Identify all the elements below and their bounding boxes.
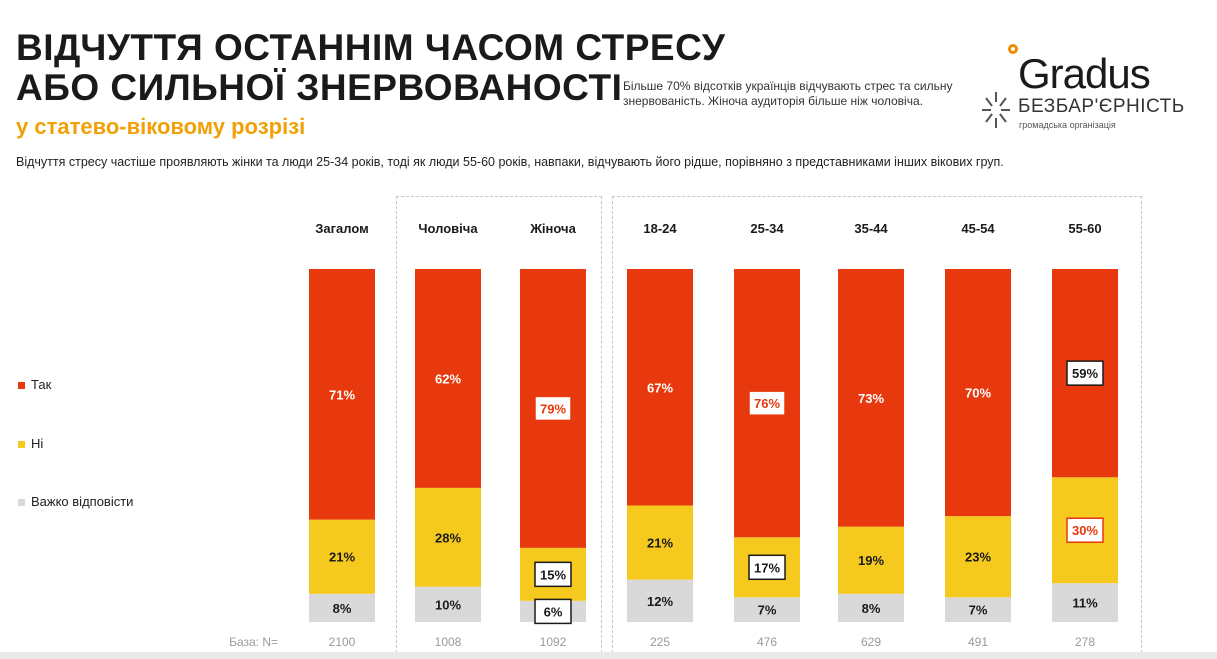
bar-segment-ні-чоловіча <box>415 487 481 587</box>
bottom-strip <box>0 652 1217 659</box>
data-label-ні-25-34: 17% <box>754 560 780 575</box>
base-n-25-34: 476 <box>757 635 777 649</box>
bar-segment-так-45-54 <box>945 269 1011 517</box>
data-label-важко-відповісти-35-44: 8% <box>862 601 881 616</box>
category-label-жіноча: Жіноча <box>529 221 576 236</box>
base-n-45-54: 491 <box>968 635 988 649</box>
data-label-так-загалом: 71% <box>329 387 355 402</box>
category-label-45-54: 45-54 <box>961 221 995 236</box>
base-n-55-60: 278 <box>1075 635 1095 649</box>
bar-segment-важко-відповісти-25-34 <box>734 597 800 622</box>
highlight-box-так-жіноча <box>534 395 572 422</box>
data-label-так-чоловіча: 62% <box>435 371 461 386</box>
page-subtitle: у статево-віковому розрізі <box>16 114 306 139</box>
data-label-так-жіноча: 79% <box>540 401 566 416</box>
title-line-2: АБО СИЛЬНОЇ ЗНЕРВОВАНОСТІ <box>16 67 623 108</box>
lead-text: Відчуття стресу частіше проявляють жінки… <box>16 155 1004 169</box>
highlight-box-ні-25-34 <box>748 554 786 581</box>
base-n-жіноча: 1092 <box>540 635 567 649</box>
data-label-важко-відповісти-45-54: 7% <box>969 603 988 618</box>
data-label-важко-відповісти-жіноча: 6% <box>544 604 563 619</box>
bar-segment-ні-35-44 <box>838 526 904 594</box>
data-label-так-35-44: 73% <box>858 391 884 406</box>
data-label-так-55-60: 59% <box>1072 366 1098 381</box>
base-n-35-44: 629 <box>861 635 881 649</box>
logo-org-text: громадська організація <box>1019 120 1116 130</box>
bar-segment-так-загалом <box>309 269 375 520</box>
bar-segment-важко-відповісти-35-44 <box>838 593 904 622</box>
base-n-18-24: 225 <box>650 635 670 649</box>
base-n-чоловіча: 1008 <box>435 635 462 649</box>
bezbar-mark-icon <box>982 92 1010 128</box>
legend-item-tak: Так <box>18 377 51 392</box>
category-label-загалом: Загалом <box>315 221 369 236</box>
data-label-ні-35-44: 19% <box>858 553 884 568</box>
bar-segment-ні-загалом <box>309 519 375 594</box>
data-label-ні-загалом: 21% <box>329 550 355 565</box>
data-label-ні-45-54: 23% <box>965 550 991 565</box>
highlight-box-так-25-34 <box>748 390 786 416</box>
gradus-dot-icon <box>1008 44 1018 54</box>
data-label-важко-відповісти-загалом: 8% <box>333 601 352 616</box>
category-label-чоловіча: Чоловіча <box>418 221 478 236</box>
data-label-важко-відповісти-18-24: 12% <box>647 594 673 609</box>
legend-item-ni: Ні <box>18 436 43 451</box>
legend-label-tak: Так <box>31 377 52 392</box>
category-label-35-44: 35-44 <box>854 221 888 236</box>
bar-segment-ні-18-24 <box>627 505 693 580</box>
bar-segment-так-чоловіча <box>415 269 481 488</box>
gradus-logo: Gradus БЕЗБАР'ЄРНІСТЬ громадська організ… <box>978 38 1208 148</box>
highlight-box-так-55-60 <box>1066 360 1104 386</box>
highlight-box-ні-55-60 <box>1066 517 1104 543</box>
data-label-важко-відповісти-25-34: 7% <box>758 603 777 618</box>
data-label-ні-жіноча: 15% <box>540 567 566 582</box>
legend-swatch-hard <box>18 499 25 507</box>
base-n-загалом: 2100 <box>329 635 356 649</box>
highlight-box-важко-відповісти-жіноча <box>534 598 572 625</box>
bar-segment-так-18-24 <box>627 269 693 506</box>
data-label-важко-відповісти-чоловіча: 10% <box>435 597 461 612</box>
base-label: База: N= <box>229 635 278 649</box>
category-label-55-60: 55-60 <box>1068 221 1101 236</box>
bar-segment-так-35-44 <box>838 269 904 527</box>
title-line-1: ВІДЧУТТЯ ОСТАННІМ ЧАСОМ СТРЕСУ <box>16 27 726 68</box>
summary-note: Більше 70% відсотків українців відчувают… <box>623 79 953 108</box>
data-label-ні-чоловіча: 28% <box>435 530 461 545</box>
bar-segment-важко-відповісти-18-24 <box>627 579 693 622</box>
legend-item-hard: Важко відповісти <box>18 494 133 509</box>
bar-segment-важко-відповісти-чоловіча <box>415 586 481 622</box>
bar-segment-важко-відповісти-55-60 <box>1052 583 1118 622</box>
logo-bezbar-text: БЕЗБАР'ЄРНІСТЬ <box>1018 96 1185 117</box>
data-label-ні-55-60: 30% <box>1072 523 1098 538</box>
legend-label-ni: Ні <box>31 436 44 451</box>
page-title: ВІДЧУТТЯ ОСТАННІМ ЧАСОМ СТРЕСУ АБО СИЛЬН… <box>16 28 725 108</box>
data-label-ні-18-24: 21% <box>647 536 673 551</box>
logo-gradus-text: Gradus <box>1018 50 1151 97</box>
data-label-так-18-24: 67% <box>647 380 673 395</box>
legend-swatch-ni <box>18 441 25 449</box>
legend-label-hard: Важко відповісти <box>31 494 134 509</box>
bar-segment-важко-відповісти-загалом <box>309 593 375 622</box>
category-label-25-34: 25-34 <box>750 221 784 236</box>
category-label-18-24: 18-24 <box>643 221 677 236</box>
data-label-так-45-54: 70% <box>965 386 991 401</box>
data-label-важко-відповісти-55-60: 11% <box>1072 596 1098 611</box>
data-label-так-25-34: 76% <box>754 396 780 411</box>
legend-swatch-tak <box>18 382 25 390</box>
bar-segment-важко-відповісти-45-54 <box>945 597 1011 622</box>
bar-segment-ні-45-54 <box>945 516 1011 598</box>
highlight-box-ні-жіноча <box>534 561 572 588</box>
